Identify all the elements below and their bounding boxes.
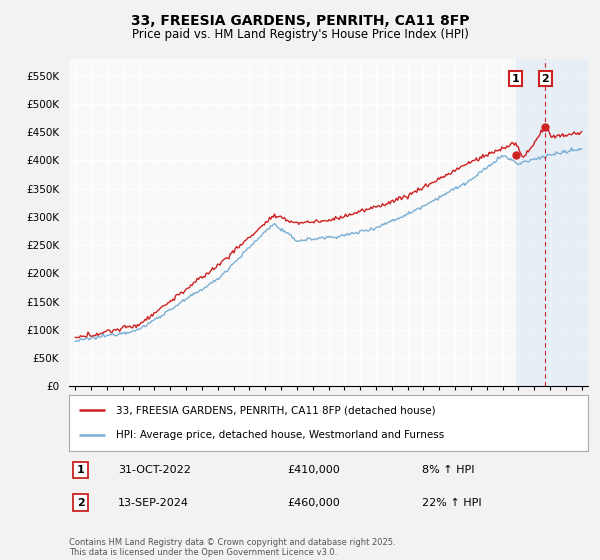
Bar: [515, 59, 588, 386]
Text: HPI: Average price, detached house, Westmorland and Furness: HPI: Average price, detached house, West…: [116, 430, 444, 440]
Text: Price paid vs. HM Land Registry's House Price Index (HPI): Price paid vs. HM Land Registry's House …: [131, 28, 469, 41]
Bar: [515, 59, 588, 386]
Text: 2: 2: [542, 73, 550, 83]
Text: 33, FREESIA GARDENS, PENRITH, CA11 8FP (detached house): 33, FREESIA GARDENS, PENRITH, CA11 8FP (…: [116, 405, 436, 416]
Text: 1: 1: [512, 73, 520, 83]
Text: Contains HM Land Registry data © Crown copyright and database right 2025.
This d: Contains HM Land Registry data © Crown c…: [69, 538, 395, 557]
Text: £460,000: £460,000: [287, 498, 340, 507]
Text: 31-OCT-2022: 31-OCT-2022: [118, 465, 191, 475]
Text: 1: 1: [77, 465, 85, 475]
Text: 22% ↑ HPI: 22% ↑ HPI: [422, 498, 482, 507]
Text: £410,000: £410,000: [287, 465, 340, 475]
Text: 2: 2: [77, 498, 85, 507]
Text: 8% ↑ HPI: 8% ↑ HPI: [422, 465, 475, 475]
Text: 13-SEP-2024: 13-SEP-2024: [118, 498, 190, 507]
Text: 33, FREESIA GARDENS, PENRITH, CA11 8FP: 33, FREESIA GARDENS, PENRITH, CA11 8FP: [131, 14, 469, 28]
